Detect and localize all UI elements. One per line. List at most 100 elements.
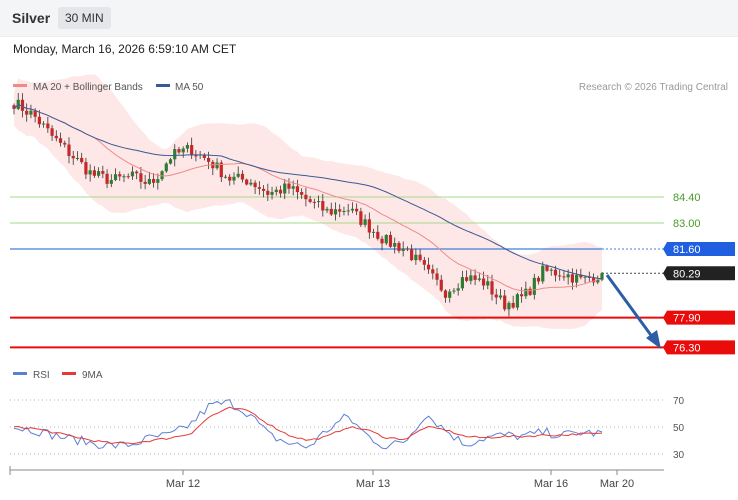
ma50-legend-label: MA 50 — [175, 82, 204, 93]
candles — [12, 93, 604, 317]
bear-candle — [481, 278, 486, 286]
bear-candle — [490, 281, 494, 295]
bear-candle — [177, 149, 181, 153]
bear-candle — [135, 171, 139, 174]
bull-candle — [109, 179, 113, 184]
bull-candle — [168, 159, 173, 164]
bear-candle — [308, 199, 312, 202]
bear-candle — [359, 211, 363, 225]
bear-candle — [591, 277, 596, 283]
bear-candle — [558, 275, 562, 277]
bear-candle — [579, 274, 583, 278]
bull-candle — [333, 209, 338, 215]
bear-candle — [80, 157, 84, 163]
bear-candle — [553, 269, 558, 276]
bull-candle — [215, 162, 219, 169]
bull-candle — [401, 248, 405, 251]
rsi-legend-label: RSI — [33, 370, 50, 381]
bear-candle — [219, 162, 223, 178]
forecast-arrow — [605, 274, 661, 349]
bull-candle — [486, 281, 490, 286]
bear-candle — [54, 135, 58, 139]
bear-candle — [253, 182, 257, 188]
bear-candle — [536, 277, 541, 282]
timeframe-badge[interactable]: 30 MIN — [58, 7, 111, 29]
bull-candle — [232, 176, 236, 181]
bear-candle — [50, 128, 54, 136]
chart-header: Silver 30 MIN — [0, 0, 738, 37]
bear-candle — [58, 138, 63, 143]
bear-candle — [37, 116, 41, 125]
bull-candle — [600, 273, 604, 280]
bear-candle — [25, 110, 29, 115]
bull-candle — [316, 201, 321, 203]
bear-candle — [12, 105, 16, 109]
bear-candle — [257, 187, 261, 189]
bear-candle — [194, 155, 198, 157]
bull-candle — [97, 171, 101, 176]
bull-candle — [541, 265, 545, 282]
chart-datetime: Monday, March 16, 2026 6:59:10 AM CET — [13, 42, 237, 56]
rsi-ma-legend-label: 9MA — [82, 370, 103, 381]
last-price-label: 80.29 — [673, 268, 701, 280]
forecast-arrow-head — [646, 330, 661, 349]
bull-candle — [583, 276, 587, 278]
resistance-label: 84.40 — [673, 192, 701, 204]
bear-candle — [431, 269, 435, 274]
bear-candle — [380, 238, 384, 244]
bear-candle — [287, 183, 291, 189]
bull-candle — [596, 279, 600, 283]
pivot-tag — [663, 242, 735, 256]
bull-candle — [88, 170, 92, 175]
bull-candle — [549, 269, 553, 271]
bear-candle — [587, 276, 591, 278]
bull-candle — [270, 192, 274, 195]
rsi-panel: 70 50 30 — [10, 396, 685, 461]
bear-candle — [494, 294, 498, 298]
bull-candle — [122, 176, 126, 178]
bear-candle — [261, 188, 266, 191]
bear-candle — [143, 181, 147, 184]
bear-candle — [338, 209, 342, 212]
bull-candle — [363, 219, 367, 225]
bear-candle — [295, 186, 300, 193]
bull-candle — [173, 149, 177, 160]
bull-candle — [342, 211, 346, 213]
rsi-tick-label: 70 — [673, 396, 685, 407]
bear-candle — [206, 157, 211, 162]
bull-candle — [185, 145, 190, 149]
bear-candle — [33, 110, 37, 117]
bear-candle — [46, 123, 50, 129]
bear-candle — [312, 201, 316, 203]
bull-candle — [160, 171, 164, 180]
bull-candle — [566, 274, 570, 278]
bear-candle — [545, 265, 549, 271]
bear-candle — [528, 288, 532, 295]
bull-candle — [325, 208, 329, 211]
bull-candle — [249, 182, 253, 185]
rsi-ma-legend-swatch — [62, 372, 76, 375]
level-tags: 84.40 83.00 81.60 80.29 77.90 76.30 — [663, 192, 735, 355]
bull-candle — [469, 275, 473, 281]
bollinger-band-area — [14, 74, 602, 329]
support-label: 76.30 — [673, 342, 701, 354]
bull-candle — [42, 123, 46, 125]
instrument-title: Silver — [12, 10, 51, 26]
rsi-tick-label: 50 — [673, 423, 685, 434]
bull-candle — [223, 176, 228, 178]
pivot-label: 81.60 — [673, 244, 701, 256]
bull-candle — [29, 110, 33, 115]
bear-candle — [329, 208, 333, 215]
date-axis: Mar 12 Mar 13 Mar 16 Mar 20 — [9, 466, 664, 490]
support-tag — [663, 310, 735, 325]
bull-candle — [75, 157, 80, 159]
bear-candle — [443, 290, 448, 298]
date-tick-label: Mar 13 — [356, 478, 390, 490]
bull-candle — [350, 208, 355, 211]
rsi-line — [13, 399, 603, 450]
bull-candle — [460, 277, 465, 289]
bull-candle — [498, 295, 503, 298]
bull-candle — [274, 189, 278, 193]
ma20-legend-label: MA 20 + Bollinger Bands — [33, 82, 143, 93]
